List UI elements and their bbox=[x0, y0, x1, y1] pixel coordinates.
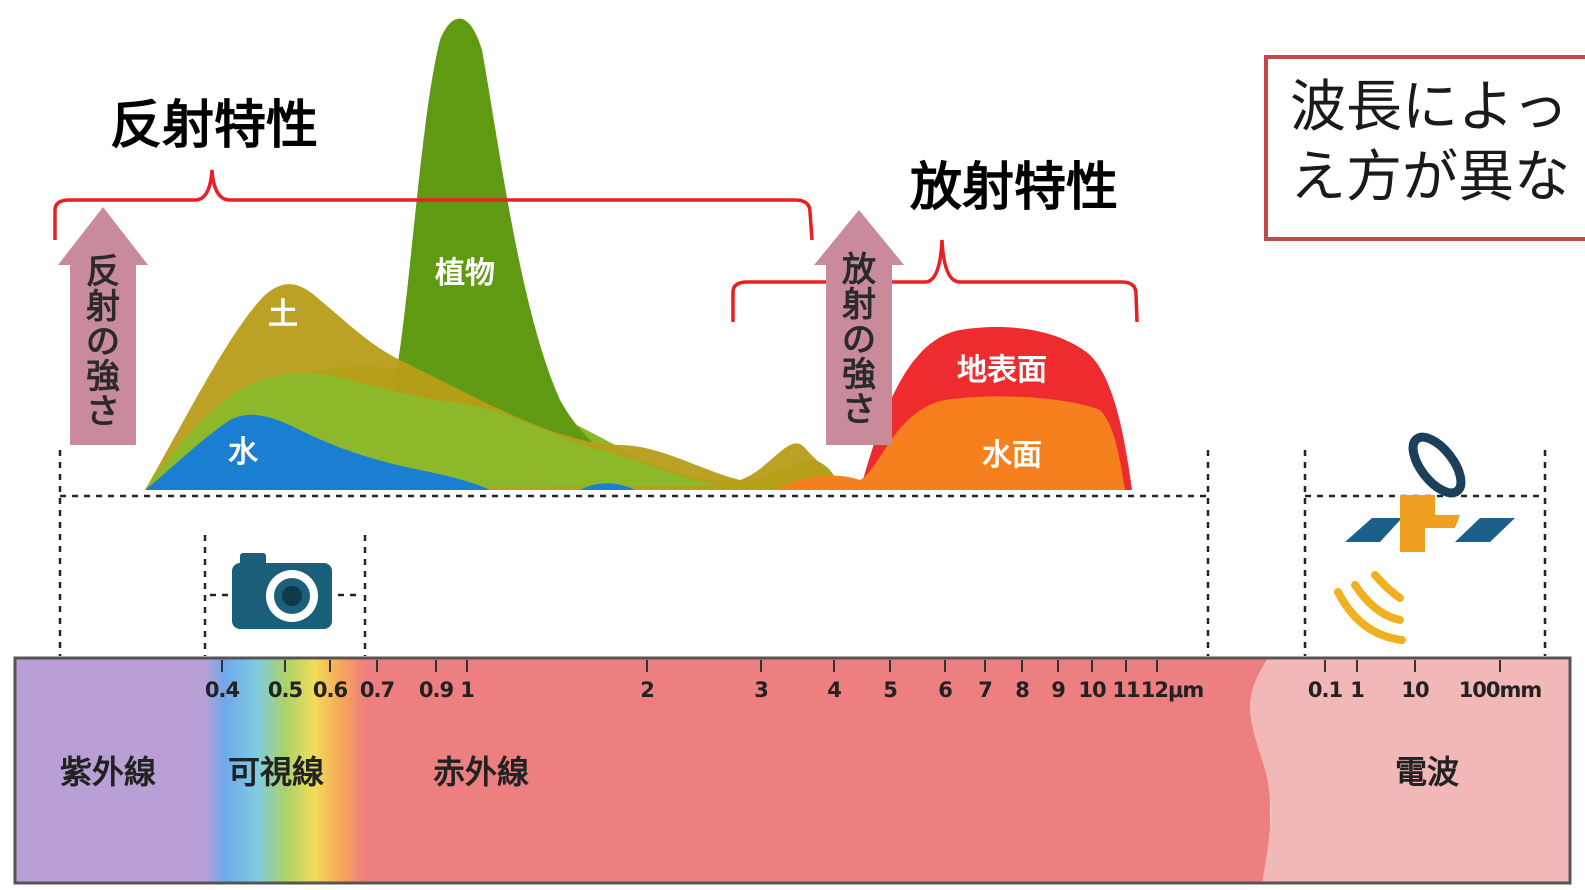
tick-label: 1 bbox=[1350, 678, 1364, 702]
arrow-char: 反 bbox=[86, 252, 120, 292]
tick-label: 7 bbox=[978, 678, 992, 702]
arrow-char: の bbox=[842, 320, 876, 360]
emission-bracket bbox=[731, 239, 1139, 323]
tick-label: 0.6 bbox=[313, 678, 348, 702]
tick-label: 8 bbox=[1015, 678, 1029, 702]
vegetation-label: 植物 bbox=[435, 256, 495, 291]
radio-label: 電波 bbox=[1395, 753, 1459, 791]
tick-label: 9 bbox=[1051, 678, 1065, 702]
emission-curves bbox=[775, 327, 1132, 490]
ultraviolet-label: 紫外線 bbox=[60, 753, 156, 791]
reflection-curves bbox=[145, 18, 845, 490]
arrow-char: の bbox=[86, 322, 120, 362]
optical-tick-labels: 0.4 0.5 0.6 0.7 0.9 1 2 3 4 5 6 7 8 9 10… bbox=[205, 678, 1204, 702]
camera-icon bbox=[232, 553, 332, 629]
visible-label: 可視線 bbox=[228, 753, 324, 791]
tick-label: 12μm bbox=[1141, 678, 1204, 702]
note-line-2: え方が異な bbox=[1290, 145, 1570, 210]
tick-label: 10 bbox=[1401, 678, 1429, 702]
tick-label: 5 bbox=[883, 678, 897, 702]
arrow-char: 射 bbox=[842, 285, 876, 325]
tick-label: 2 bbox=[640, 678, 654, 702]
water-surface-label: 水面 bbox=[982, 438, 1042, 473]
tick-label: 3 bbox=[754, 678, 768, 702]
soil-label: 土 bbox=[268, 297, 298, 332]
tick-label: 4 bbox=[827, 678, 841, 702]
visible-band bbox=[205, 658, 365, 883]
reflection-title: 反射特性 bbox=[110, 96, 318, 156]
ground-surface-label: 地表面 bbox=[957, 353, 1047, 388]
ultraviolet-band bbox=[15, 658, 205, 883]
tick-label: 0.4 bbox=[205, 678, 240, 702]
radio-tick-labels: 0.1 1 10 100mm bbox=[1308, 678, 1543, 702]
vegetation-area bbox=[395, 18, 740, 489]
arrow-char: さ bbox=[842, 390, 876, 430]
water-area bbox=[145, 414, 490, 490]
reflection-intensity-arrow: 反 射 の 強 さ bbox=[58, 207, 148, 445]
arrow-char: 強 bbox=[842, 355, 876, 395]
reflection-bracket bbox=[53, 169, 814, 241]
arrow-char: 射 bbox=[86, 287, 120, 327]
emission-intensity-arrow: 放 射 の 強 さ bbox=[814, 210, 904, 445]
spectrum-bar bbox=[13, 656, 1572, 885]
infrared-label: 赤外線 bbox=[433, 753, 529, 791]
arrow-char: 放 bbox=[842, 250, 876, 290]
note-line-1: 波長によっ bbox=[1290, 75, 1569, 140]
emission-title: 放射特性 bbox=[910, 158, 1118, 218]
infrared-band bbox=[365, 658, 1270, 883]
water-label: 水 bbox=[228, 435, 259, 470]
tick-label: 10 bbox=[1078, 678, 1106, 702]
water-blip-area bbox=[580, 483, 635, 490]
tick-label: 6 bbox=[938, 678, 952, 702]
arrow-char: さ bbox=[86, 392, 120, 432]
tick-label: 0.1 bbox=[1308, 678, 1343, 702]
tick-label: 11 bbox=[1112, 678, 1140, 702]
note-box: 波長によっ え方が異な bbox=[1264, 55, 1585, 241]
tick-label: 0.5 bbox=[268, 678, 303, 702]
tick-label: 1 bbox=[460, 678, 474, 702]
tick-label: 100mm bbox=[1459, 678, 1542, 702]
water-surface-area bbox=[775, 396, 1125, 490]
tick-label: 0.7 bbox=[360, 678, 394, 702]
axis-ticks bbox=[221, 660, 1501, 672]
radar-satellite-icon bbox=[1334, 432, 1515, 644]
radio-band bbox=[1249, 658, 1570, 883]
tick-label: 0.9 bbox=[419, 678, 454, 702]
arrow-char: 強 bbox=[86, 357, 120, 397]
